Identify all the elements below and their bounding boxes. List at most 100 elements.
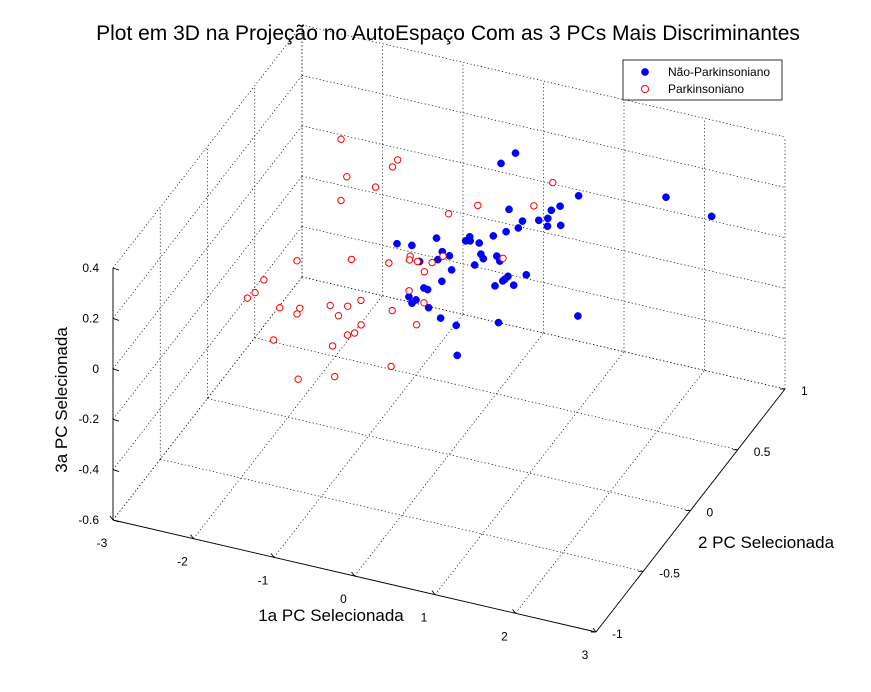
point-parkinsoniano bbox=[334, 312, 343, 320]
x-axis-title: 1a PC Selecionada bbox=[258, 606, 404, 625]
point-parkinsoniano bbox=[388, 306, 396, 315]
grid-line-floor-x bbox=[273, 314, 464, 558]
y-tick-label: -1 bbox=[612, 627, 623, 641]
grid-line-floor-x bbox=[354, 332, 544, 577]
legend-marker-parkinsoniano bbox=[640, 84, 650, 94]
point-nao-parkinsoniano bbox=[438, 277, 446, 286]
point-parkinsoniano bbox=[331, 372, 339, 381]
point-nao-parkinsoniano bbox=[466, 237, 475, 245]
grid-line-floor-x bbox=[515, 370, 705, 614]
y-axis-title: 2 PC Selecionada bbox=[698, 533, 835, 552]
point-nao-parkinsoniano bbox=[432, 234, 441, 242]
x-tick-mark bbox=[351, 571, 355, 577]
x-tick-label: 3 bbox=[582, 648, 589, 662]
point-nao-parkinsoniano bbox=[412, 296, 420, 304]
point-nao-parkinsoniano bbox=[491, 282, 499, 290]
point-nao-parkinsoniano bbox=[470, 261, 479, 269]
point-parkinsoniano bbox=[412, 321, 421, 329]
point-parkinsoniano bbox=[444, 210, 453, 218]
point-nao-parkinsoniano bbox=[424, 303, 433, 312]
x-tick-mark bbox=[190, 534, 194, 539]
point-nao-parkinsoniano bbox=[511, 149, 520, 157]
point-nao-parkinsoniano bbox=[420, 284, 428, 292]
point-parkinsoniano bbox=[385, 259, 393, 267]
point-nao-parkinsoniano bbox=[707, 212, 716, 221]
point-nao-parkinsoniano bbox=[505, 205, 513, 214]
point-parkinsoniano bbox=[343, 173, 351, 181]
point-parkinsoniano bbox=[357, 296, 365, 305]
grid-line-floor-y bbox=[160, 458, 644, 572]
point-nao-parkinsoniano bbox=[445, 251, 454, 260]
point-parkinsoniano bbox=[347, 255, 356, 264]
point-nao-parkinsoniano bbox=[574, 312, 582, 320]
grid-layer bbox=[112, 24, 786, 633]
point-nao-parkinsoniano bbox=[447, 266, 456, 274]
point-parkinsoniano bbox=[394, 156, 402, 164]
point-nao-parkinsoniano bbox=[497, 159, 505, 168]
legend-label-nao-parkinsoniano: Não-Parkinsoniano bbox=[668, 65, 770, 79]
point-parkinsoniano bbox=[530, 202, 538, 210]
legend: Não-Parkinsoniano Parkinsoniano bbox=[622, 59, 783, 101]
point-parkinsoniano bbox=[337, 196, 345, 205]
z-tick-mark bbox=[112, 368, 120, 372]
legend-box bbox=[622, 59, 783, 101]
point-parkinsoniano bbox=[439, 252, 447, 260]
z-tick-mark bbox=[112, 317, 120, 321]
point-parkinsoniano bbox=[371, 183, 380, 191]
z-tick-label: 0 bbox=[92, 362, 99, 376]
point-nao-parkinsoniano bbox=[489, 232, 498, 240]
x-tick-mark bbox=[270, 553, 275, 558]
point-nao-parkinsoniano bbox=[543, 214, 552, 223]
point-parkinsoniano bbox=[328, 342, 337, 350]
point-nao-parkinsoniano bbox=[556, 221, 565, 230]
grid-line-floor-x bbox=[434, 351, 625, 595]
point-parkinsoniano bbox=[420, 299, 428, 307]
point-nao-parkinsoniano bbox=[556, 202, 564, 211]
y-tick-label: -0.5 bbox=[659, 566, 680, 580]
point-parkinsoniano bbox=[405, 256, 414, 264]
grid-line-left-z bbox=[112, 125, 303, 370]
point-parkinsoniano bbox=[413, 257, 422, 266]
point-parkinsoniano bbox=[326, 301, 334, 310]
grid-line-floor-y bbox=[207, 398, 691, 511]
point-parkinsoniano bbox=[337, 135, 345, 143]
point-nao-parkinsoniano bbox=[534, 216, 543, 225]
z-tick-mark bbox=[112, 418, 120, 422]
point-nao-parkinsoniano bbox=[574, 191, 583, 200]
point-nao-parkinsoniano bbox=[475, 239, 484, 247]
legend-marker-nao-parkinsoniano bbox=[641, 68, 649, 76]
point-parkinsoniano bbox=[549, 178, 557, 187]
z-tick-label: -0.2 bbox=[78, 412, 99, 426]
z-tick-label: -0.6 bbox=[78, 513, 99, 527]
point-parkinsoniano bbox=[474, 201, 482, 210]
y-tick-label: 1 bbox=[801, 384, 808, 398]
point-parkinsoniano bbox=[276, 304, 284, 312]
z-tick-mark bbox=[112, 469, 120, 473]
point-nao-parkinsoniano bbox=[547, 206, 556, 215]
chart-title: Plot em 3D na Projeção no AutoEspaço Com… bbox=[96, 22, 800, 45]
point-parkinsoniano bbox=[357, 321, 365, 329]
x-tick-label: -2 bbox=[177, 555, 188, 569]
point-nao-parkinsoniano bbox=[453, 351, 462, 360]
z-tick-label: -0.4 bbox=[78, 463, 99, 477]
z-tick-mark bbox=[112, 267, 120, 271]
point-parkinsoniano bbox=[344, 302, 352, 310]
x-tick-label: 2 bbox=[501, 629, 508, 643]
x-tick-label: 0 bbox=[340, 592, 347, 606]
point-parkinsoniano bbox=[269, 336, 278, 344]
point-nao-parkinsoniano bbox=[494, 318, 503, 327]
grid-line-left-z bbox=[112, 175, 303, 420]
point-parkinsoniano bbox=[350, 329, 359, 337]
point-parkinsoniano bbox=[428, 258, 436, 267]
point-parkinsoniano bbox=[420, 268, 429, 276]
point-nao-parkinsoniano bbox=[522, 270, 531, 279]
point-nao-parkinsoniano bbox=[501, 275, 509, 284]
z-tick-label: 0.4 bbox=[82, 261, 99, 275]
z-tick-label: 0.2 bbox=[82, 311, 99, 325]
grid-line-left-z bbox=[112, 75, 303, 319]
point-nao-parkinsoniano bbox=[662, 193, 670, 202]
y-tick-label: 0.5 bbox=[754, 445, 771, 459]
point-nao-parkinsoniano bbox=[479, 254, 488, 263]
